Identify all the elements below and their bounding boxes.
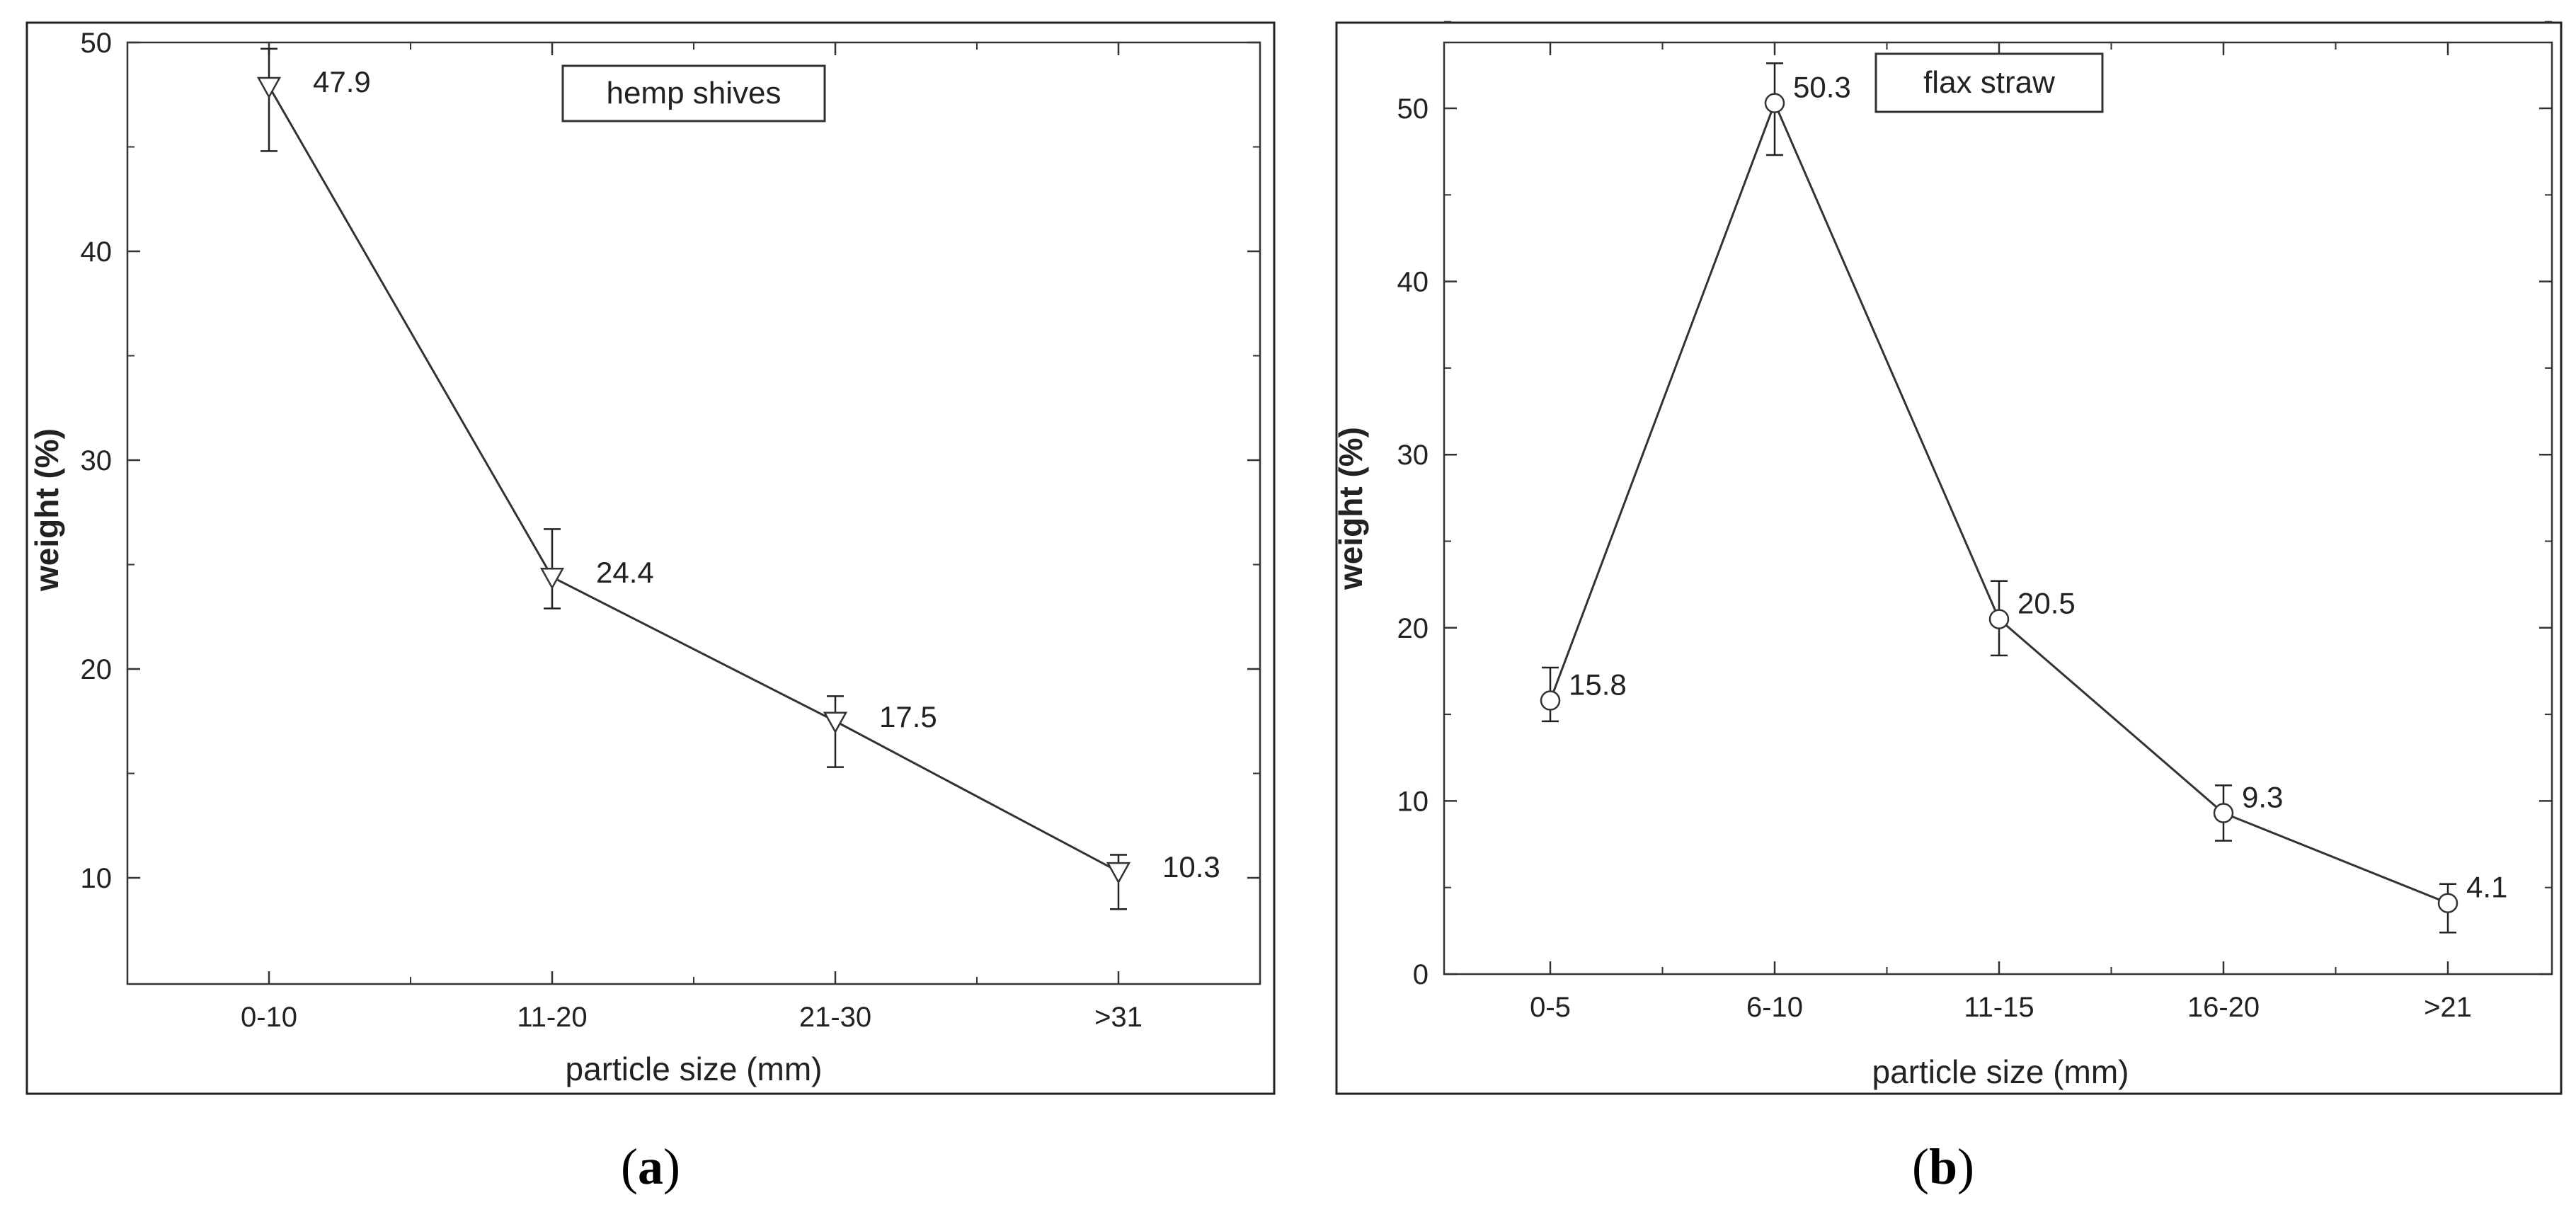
data-point-marker	[2213, 803, 2234, 823]
data-point-marker	[539, 567, 565, 590]
x-tick-label: 6-10	[1746, 992, 1803, 1023]
y-tick-label: 20	[1397, 613, 1429, 644]
panel-a-legend-box	[561, 64, 826, 122]
data-label: 47.9	[313, 65, 371, 98]
panel-a-data-labels: 47.9 24.4 17.5 10.3	[313, 65, 1220, 883]
panel-a: 10 20 30 40 50 0-10 11-20 21-30 >31 47.9 24.4 17.…	[25, 21, 1276, 1195]
data-label: 9.3	[2242, 781, 2283, 814]
panel-b: 0 10 20 30 40 50 0-5 6-10 11-15 16-20 >21 15.8 50.…	[1332, 21, 2563, 1195]
data-point-marker	[823, 711, 848, 734]
data-label: 17.5	[879, 700, 937, 733]
panel-b-caption: (b)	[1912, 1138, 1974, 1195]
data-point-marker	[2437, 893, 2458, 913]
panel-b-y-axis-label: weight (%)	[1332, 427, 1369, 590]
data-label: 20.5	[2017, 587, 2076, 620]
panel-b-frame	[1335, 21, 2563, 1095]
panel-a-legend-label: hemp shives	[606, 76, 781, 110]
data-point-marker	[256, 76, 282, 99]
panel-a-x-axis-label: particle size (mm)	[566, 1051, 823, 1087]
panel-a-y-axis: 10 20 30 40 50	[81, 28, 1260, 894]
data-label: 15.8	[1569, 668, 1627, 702]
x-tick-label: 16-20	[2187, 992, 2260, 1023]
panel-b-data-labels: 15.8 50.3 20.5 9.3 4.1	[1569, 71, 2507, 904]
panel-a-caption: (a)	[621, 1138, 680, 1195]
x-tick-label: 11-15	[1964, 992, 2034, 1023]
y-tick-label: 10	[1397, 786, 1429, 817]
panel-b-plot-area	[1443, 41, 2553, 976]
y-tick-label: 40	[1397, 267, 1429, 298]
y-tick-label: 40	[81, 236, 113, 268]
x-tick-label: 11-20	[517, 1002, 587, 1033]
y-tick-label: 50	[81, 28, 113, 59]
panel-b-series	[1540, 62, 2458, 934]
data-label: 10.3	[1162, 850, 1220, 883]
data-label: 24.4	[596, 556, 654, 589]
data-point-marker	[1764, 93, 1785, 113]
panel-b-x-axis: 0-5 6-10 11-15 16-20 >21	[1530, 42, 2472, 1023]
panel-b-x-axis-label: particle size (mm)	[1872, 1053, 2129, 1090]
panel-b-legend: flax straw	[1874, 52, 2104, 113]
panel-a-frame	[25, 21, 1276, 1095]
panel-a-x-axis: 0-10 11-20 21-30 >31	[241, 42, 1143, 1033]
data-point-marker	[1540, 690, 1561, 711]
panel-b-legend-box	[1874, 52, 2104, 113]
panel-b-legend-label: flax straw	[1923, 65, 2055, 100]
data-label: 50.3	[1793, 71, 1851, 104]
panel-a-legend: hemp shives	[561, 64, 826, 122]
x-tick-label: >31	[1094, 1002, 1143, 1033]
y-tick-label: 30	[81, 445, 113, 476]
data-point-marker	[1106, 862, 1131, 884]
series-line	[268, 86, 1119, 873]
y-tick-label: 20	[81, 654, 113, 685]
x-tick-label: 0-10	[241, 1002, 297, 1033]
y-tick-label: 30	[1397, 440, 1429, 471]
panel-b-y-axis: 0 10 20 30 40 50	[1397, 21, 2552, 990]
y-tick-label: 10	[81, 863, 113, 894]
panel-a-y-axis-label: weight (%)	[28, 428, 65, 592]
y-tick-label: 0	[1413, 959, 1429, 990]
panel-a-series	[256, 47, 1131, 910]
data-point-marker	[1988, 609, 2010, 629]
x-tick-label: >21	[2424, 992, 2472, 1023]
x-tick-label: 21-30	[799, 1002, 871, 1033]
x-tick-label: 0-5	[1530, 992, 1571, 1023]
y-tick-label: 50	[1397, 93, 1429, 125]
data-label: 4.1	[2466, 871, 2507, 904]
